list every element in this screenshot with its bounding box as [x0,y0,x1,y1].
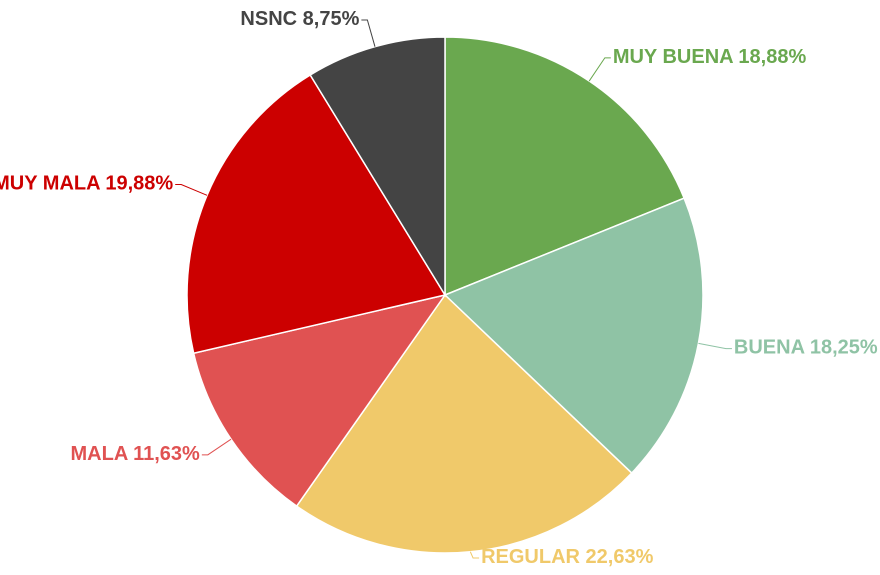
slice-category: MALA [71,443,128,465]
slice-label: REGULAR 22,63% [481,546,654,568]
leader-line [175,183,208,196]
slice-value: 11,63% [133,443,200,465]
leader-line [201,438,232,456]
pie-slice [309,36,446,298]
leader-line [469,551,480,559]
slice-category: REGULAR [481,546,580,568]
slice-label: MALA 11,63% [71,443,201,465]
pie-slice [444,36,686,297]
slice-category: MUY MALA [0,173,100,195]
slice-category: BUENA [734,337,805,359]
pie-slice [186,73,447,355]
pie-slice [295,293,633,554]
slice-category: NSNC [240,8,297,30]
leader-line [361,19,376,47]
slice-value: 18,25% [810,337,878,359]
slice-category: MUY BUENA [613,46,733,68]
leader-line [698,342,732,350]
leader-line [588,57,611,82]
slice-value: 18,88% [738,46,806,68]
slice-label: NSNC 8,75% [240,8,359,30]
pie-slice [443,197,704,475]
slice-label: MUY MALA 19,88% [0,173,173,195]
slice-label: BUENA 18,25% [734,337,878,359]
pie-slice [192,293,447,508]
slice-label: MUY BUENA 18,88% [613,46,807,68]
slice-value: 22,63% [586,546,654,568]
slice-value: 19,88% [105,173,173,195]
slice-value: 8,75% [303,8,360,30]
